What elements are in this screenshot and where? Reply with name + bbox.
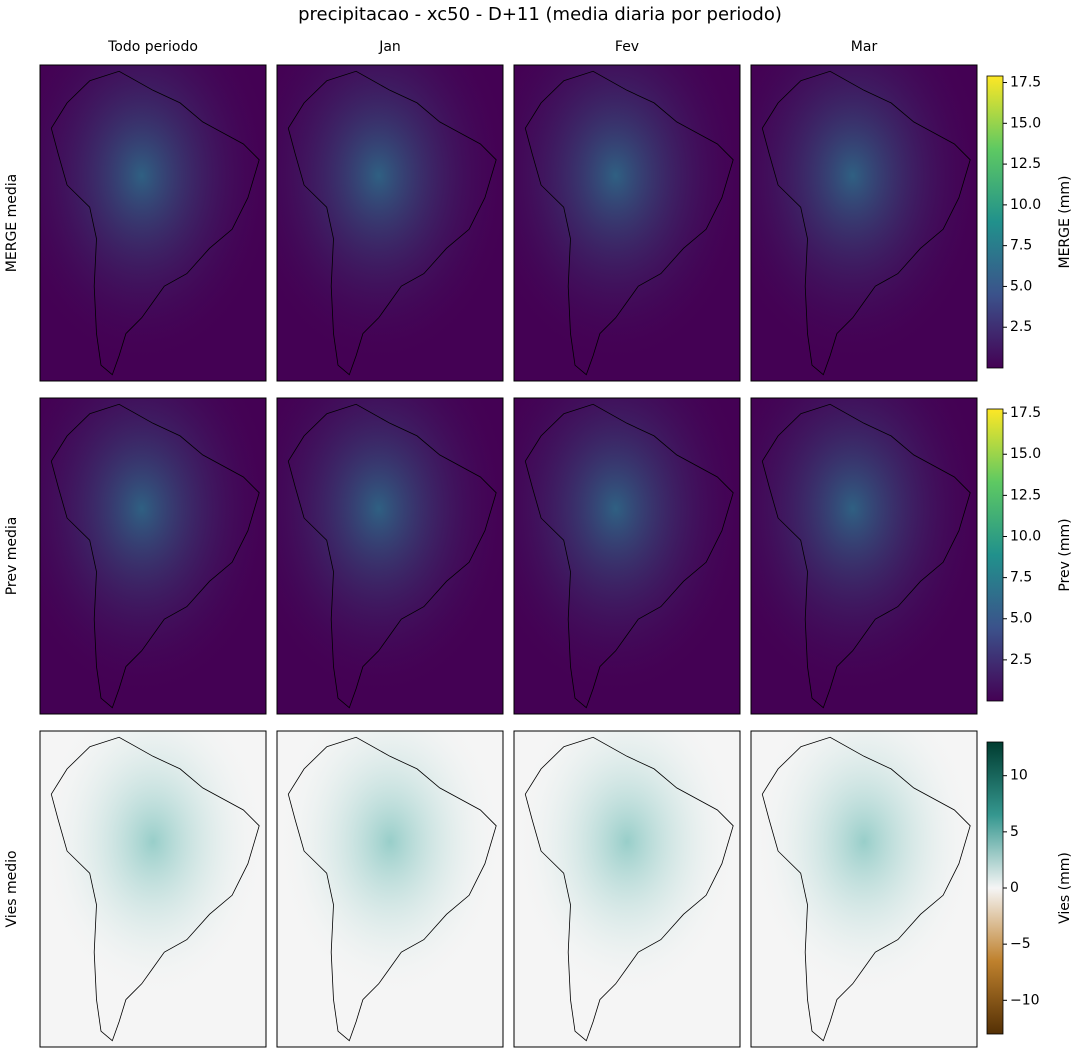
colorbar-tick-label: 5 — [1010, 824, 1019, 840]
map-frame — [513, 730, 741, 1048]
colorbar-tick-label: 10 — [1010, 768, 1028, 784]
map-frame — [39, 64, 267, 382]
map-frame — [276, 64, 504, 382]
colorbar-tick-label: 15.0 — [1010, 115, 1041, 131]
colorbar-tick-label: 17.5 — [1010, 405, 1041, 421]
coastline — [524, 736, 734, 1042]
coastline — [524, 403, 734, 709]
colorbar-tick-label: 10.0 — [1010, 528, 1041, 544]
figure-title: precipitacao - xc50 - D+11 (media diaria… — [298, 4, 782, 25]
map-field — [40, 731, 266, 1047]
map-field — [514, 398, 740, 714]
map-field — [40, 65, 266, 381]
colorbar-tick-label: 10.0 — [1010, 197, 1041, 213]
column-title: Todo periodo — [107, 39, 198, 55]
colorbar-tick-label: 2.5 — [1010, 319, 1032, 335]
coastline — [50, 70, 260, 376]
colorbar-tick-label: 0 — [1010, 880, 1019, 896]
coastline — [50, 403, 260, 709]
map-field — [751, 65, 977, 381]
colorbar-tick-label: 15.0 — [1010, 446, 1041, 462]
colorbar-tick-label: 5.0 — [1010, 278, 1032, 294]
row-label: MERGE media — [4, 174, 20, 272]
map-field — [40, 398, 266, 714]
colorbar-tick-label: 2.5 — [1010, 652, 1032, 668]
coastline — [50, 736, 260, 1042]
column-title: Fev — [615, 39, 639, 55]
map-frame — [276, 397, 504, 715]
map-field — [514, 65, 740, 381]
map-field — [514, 731, 740, 1047]
colorbar-tick-label: 12.5 — [1010, 156, 1041, 172]
colorbar — [986, 75, 1004, 369]
map-frame — [276, 730, 504, 1048]
coastline — [761, 736, 971, 1042]
column-title: Jan — [378, 39, 401, 55]
colorbar-label: Vies (mm) — [1057, 852, 1073, 924]
map-field — [277, 731, 503, 1047]
colorbar-tick-label: 12.5 — [1010, 487, 1041, 503]
colorbar-tick-label: −10 — [1010, 992, 1040, 1008]
map-frame — [750, 397, 978, 715]
row-label: Prev media — [4, 517, 20, 596]
map-frame — [750, 64, 978, 382]
map-field — [751, 398, 977, 714]
colorbar-tick-label: −5 — [1010, 936, 1031, 952]
coastline — [287, 403, 497, 709]
map-frame — [39, 730, 267, 1048]
coastline — [761, 403, 971, 709]
map-frame — [513, 64, 741, 382]
colorbar-label: Prev (mm) — [1057, 518, 1073, 591]
colorbar-tick-label: 7.5 — [1010, 238, 1032, 254]
map-frame — [750, 730, 978, 1048]
map-field — [277, 65, 503, 381]
colorbar-label: MERGE (mm) — [1057, 176, 1073, 269]
colorbar-tick-label: 7.5 — [1010, 570, 1032, 586]
map-field — [751, 731, 977, 1047]
colorbar — [986, 408, 1004, 702]
coastline — [287, 70, 497, 376]
colorbar-tick-label: 5.0 — [1010, 611, 1032, 627]
map-frame — [39, 397, 267, 715]
map-field — [277, 398, 503, 714]
coastline — [524, 70, 734, 376]
colorbar — [986, 741, 1004, 1035]
coastline — [761, 70, 971, 376]
row-label: Vies medio — [4, 850, 20, 927]
coastline — [287, 736, 497, 1042]
colorbar-tick-label: 17.5 — [1010, 75, 1041, 91]
column-title: Mar — [851, 39, 878, 55]
map-frame — [513, 397, 741, 715]
